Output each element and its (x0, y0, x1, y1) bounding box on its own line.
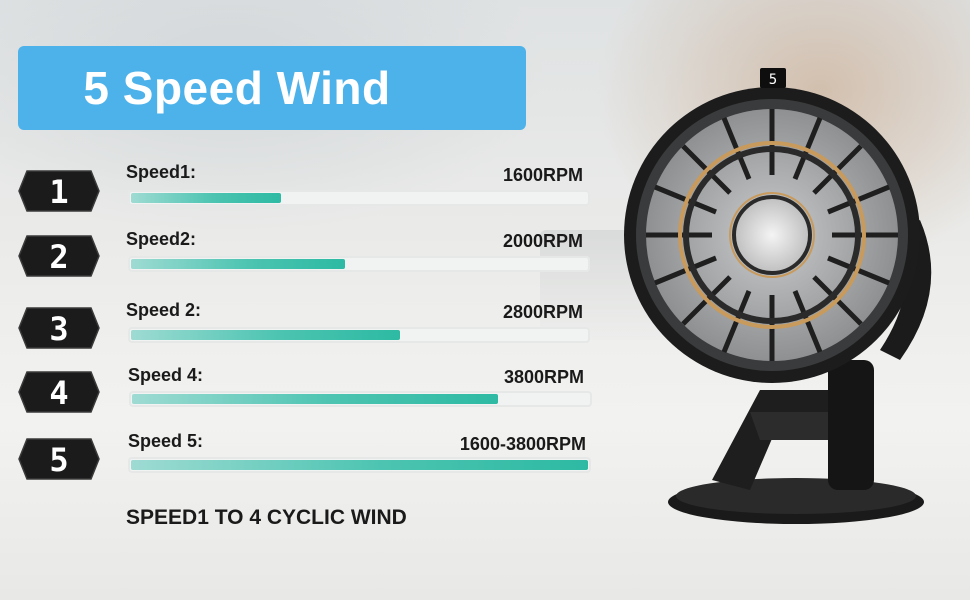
title-banner: 5 Speed Wind (18, 46, 526, 130)
page-title: 5 Speed Wind (83, 62, 391, 114)
speed-label: Speed 2: (126, 300, 202, 320)
speed-fill (131, 330, 400, 340)
clip-fan-image: 5 (600, 60, 970, 530)
speed-label: Speed1: (126, 162, 197, 182)
speed-rpm: 3800RPM (503, 367, 584, 387)
speed-badge-digit: 1 (49, 173, 68, 211)
speed-track (128, 190, 590, 206)
speed-label: Speed 4: (128, 365, 204, 385)
speed-rpm: 1600-3800RPM (459, 434, 586, 454)
speed-badge-digit: 4 (49, 374, 68, 412)
speed-rpm: 2000RPM (502, 231, 583, 251)
speed-badge-4: 4 (17, 370, 101, 414)
speed-track (128, 256, 590, 272)
speed-track (128, 457, 591, 473)
speed-badge-digit: 3 (49, 310, 68, 348)
speed-badge-1: 1 (17, 169, 101, 213)
speed-label: Speed2: (126, 229, 197, 249)
speed-fill (131, 193, 281, 203)
speed-fill (131, 460, 588, 470)
speed-track (128, 327, 590, 343)
speed-track (129, 391, 592, 407)
speed-badge-2: 2 (17, 234, 101, 278)
speed-rpm: 2800RPM (502, 302, 583, 322)
speed-fill (131, 259, 345, 269)
speed-rpm: 1600RPM (502, 165, 583, 185)
speed-badge-digit: 5 (49, 441, 68, 479)
speed-label: Speed 5: (128, 431, 204, 451)
speed-badge-digit: 2 (49, 238, 68, 276)
fan-speed-display: 5 (769, 72, 777, 88)
speed-badge-5: 5 (17, 437, 101, 481)
speed-fill (132, 394, 498, 404)
speed-badge-3: 3 (17, 306, 101, 350)
cyclic-wind-caption: SPEED1 TO 4 CYCLIC WIND (126, 506, 407, 529)
